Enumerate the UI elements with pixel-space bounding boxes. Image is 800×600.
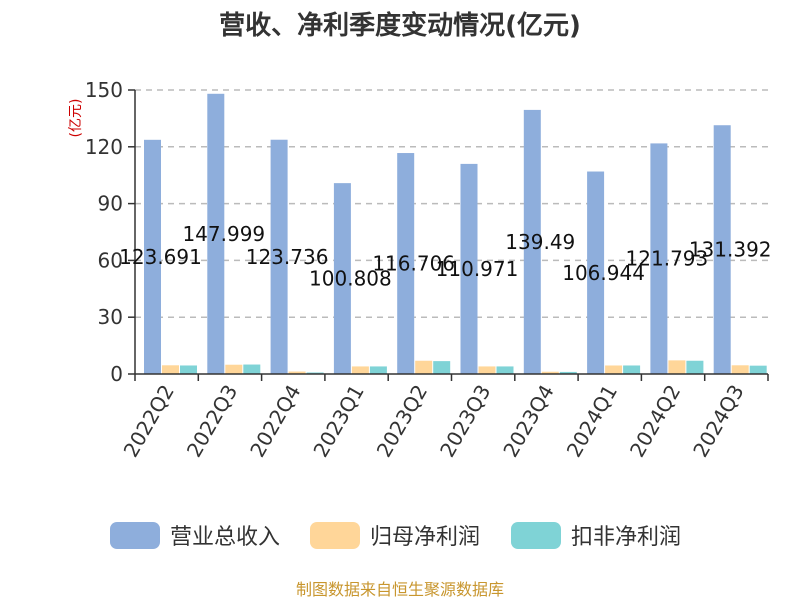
bar-revenue	[713, 125, 731, 375]
y-axis-label: (亿元)	[68, 99, 84, 138]
bar-net-profit	[668, 360, 686, 374]
y-tick-label: 0	[110, 362, 123, 386]
x-tick-label: 2022Q2	[119, 381, 179, 462]
bar-deducted-net-profit	[180, 365, 197, 374]
data-source-note: 制图数据来自恒生聚源数据库	[296, 580, 504, 599]
y-tick-label: 60	[98, 248, 123, 272]
data-label: 123.691	[119, 245, 202, 269]
legend-swatch-revenue	[110, 522, 160, 549]
x-tick-label: 2023Q4	[498, 381, 558, 462]
bar-net-profit	[225, 364, 243, 374]
bar-deducted-net-profit	[686, 360, 704, 374]
bar-net-profit	[351, 366, 369, 374]
bar-net-profit	[288, 371, 306, 374]
bar-revenue	[523, 109, 541, 375]
x-tick-label: 2024Q2	[625, 381, 685, 462]
y-tick-label: 120	[85, 135, 123, 159]
bar-revenue	[650, 143, 668, 374]
x-tick-label: 2022Q3	[182, 381, 242, 462]
grid-lines	[135, 89, 768, 318]
legend-label: 营业总收入	[170, 525, 280, 550]
data-label: 106.944	[562, 261, 645, 285]
bars	[144, 93, 767, 375]
x-tick-label: 2022Q4	[245, 381, 305, 462]
data-label: 123.736	[246, 245, 329, 269]
data-label: 121.793	[626, 247, 709, 271]
x-tick-label: 2023Q2	[372, 381, 432, 462]
legend-label: 归母净利润	[370, 525, 480, 550]
data-label: 110.971	[436, 257, 519, 281]
bar-deducted-net-profit	[749, 365, 767, 374]
bar-revenue	[397, 153, 415, 374]
data-label: 131.392	[689, 238, 772, 262]
chart-title: 营收、净利季度变动情况(亿元)	[219, 10, 581, 41]
data-label: 116.706	[372, 252, 455, 276]
bar-revenue	[333, 183, 351, 374]
legend-swatch-net-profit	[310, 522, 360, 549]
bar-deducted-net-profit	[559, 371, 577, 374]
bar-deducted-net-profit	[496, 366, 514, 374]
data-labels: 123.691147.999123.736100.808116.706110.9…	[119, 222, 771, 291]
bar-deducted-net-profit	[433, 361, 451, 374]
bar-revenue	[587, 171, 605, 374]
y-tick-label: 30	[98, 305, 123, 329]
data-label: 100.808	[309, 267, 392, 291]
y-tick-label: 150	[85, 78, 123, 102]
x-tick-label: 2024Q1	[562, 381, 622, 462]
x-tick-label: 2024Q3	[688, 381, 748, 462]
bar-net-profit	[415, 360, 433, 374]
bar-deducted-net-profit	[243, 364, 261, 374]
x-tick-label: 2023Q1	[308, 381, 368, 462]
bar-net-profit	[605, 365, 623, 374]
bar-deducted-net-profit	[623, 365, 641, 374]
bar-net-profit	[162, 365, 179, 374]
x-tick-label: 2023Q3	[435, 381, 495, 462]
bar-net-profit	[541, 371, 559, 374]
bar-revenue	[460, 163, 478, 374]
data-label: 139.49	[505, 230, 575, 254]
bar-revenue	[207, 93, 225, 374]
bar-net-profit	[731, 365, 749, 374]
legend-label: 扣非净利润	[571, 525, 681, 550]
y-tick-label: 90	[98, 192, 123, 216]
legend: 营业总收入 归母净利润 扣非净利润	[110, 522, 681, 550]
bar-net-profit	[478, 366, 496, 374]
bar-revenue	[144, 139, 161, 374]
bar-deducted-net-profit	[369, 366, 387, 374]
legend-swatch-deducted-net-profit	[511, 522, 561, 549]
bar-revenue	[270, 139, 288, 374]
data-label: 147.999	[182, 222, 265, 246]
bar-deducted-net-profit	[306, 372, 324, 374]
